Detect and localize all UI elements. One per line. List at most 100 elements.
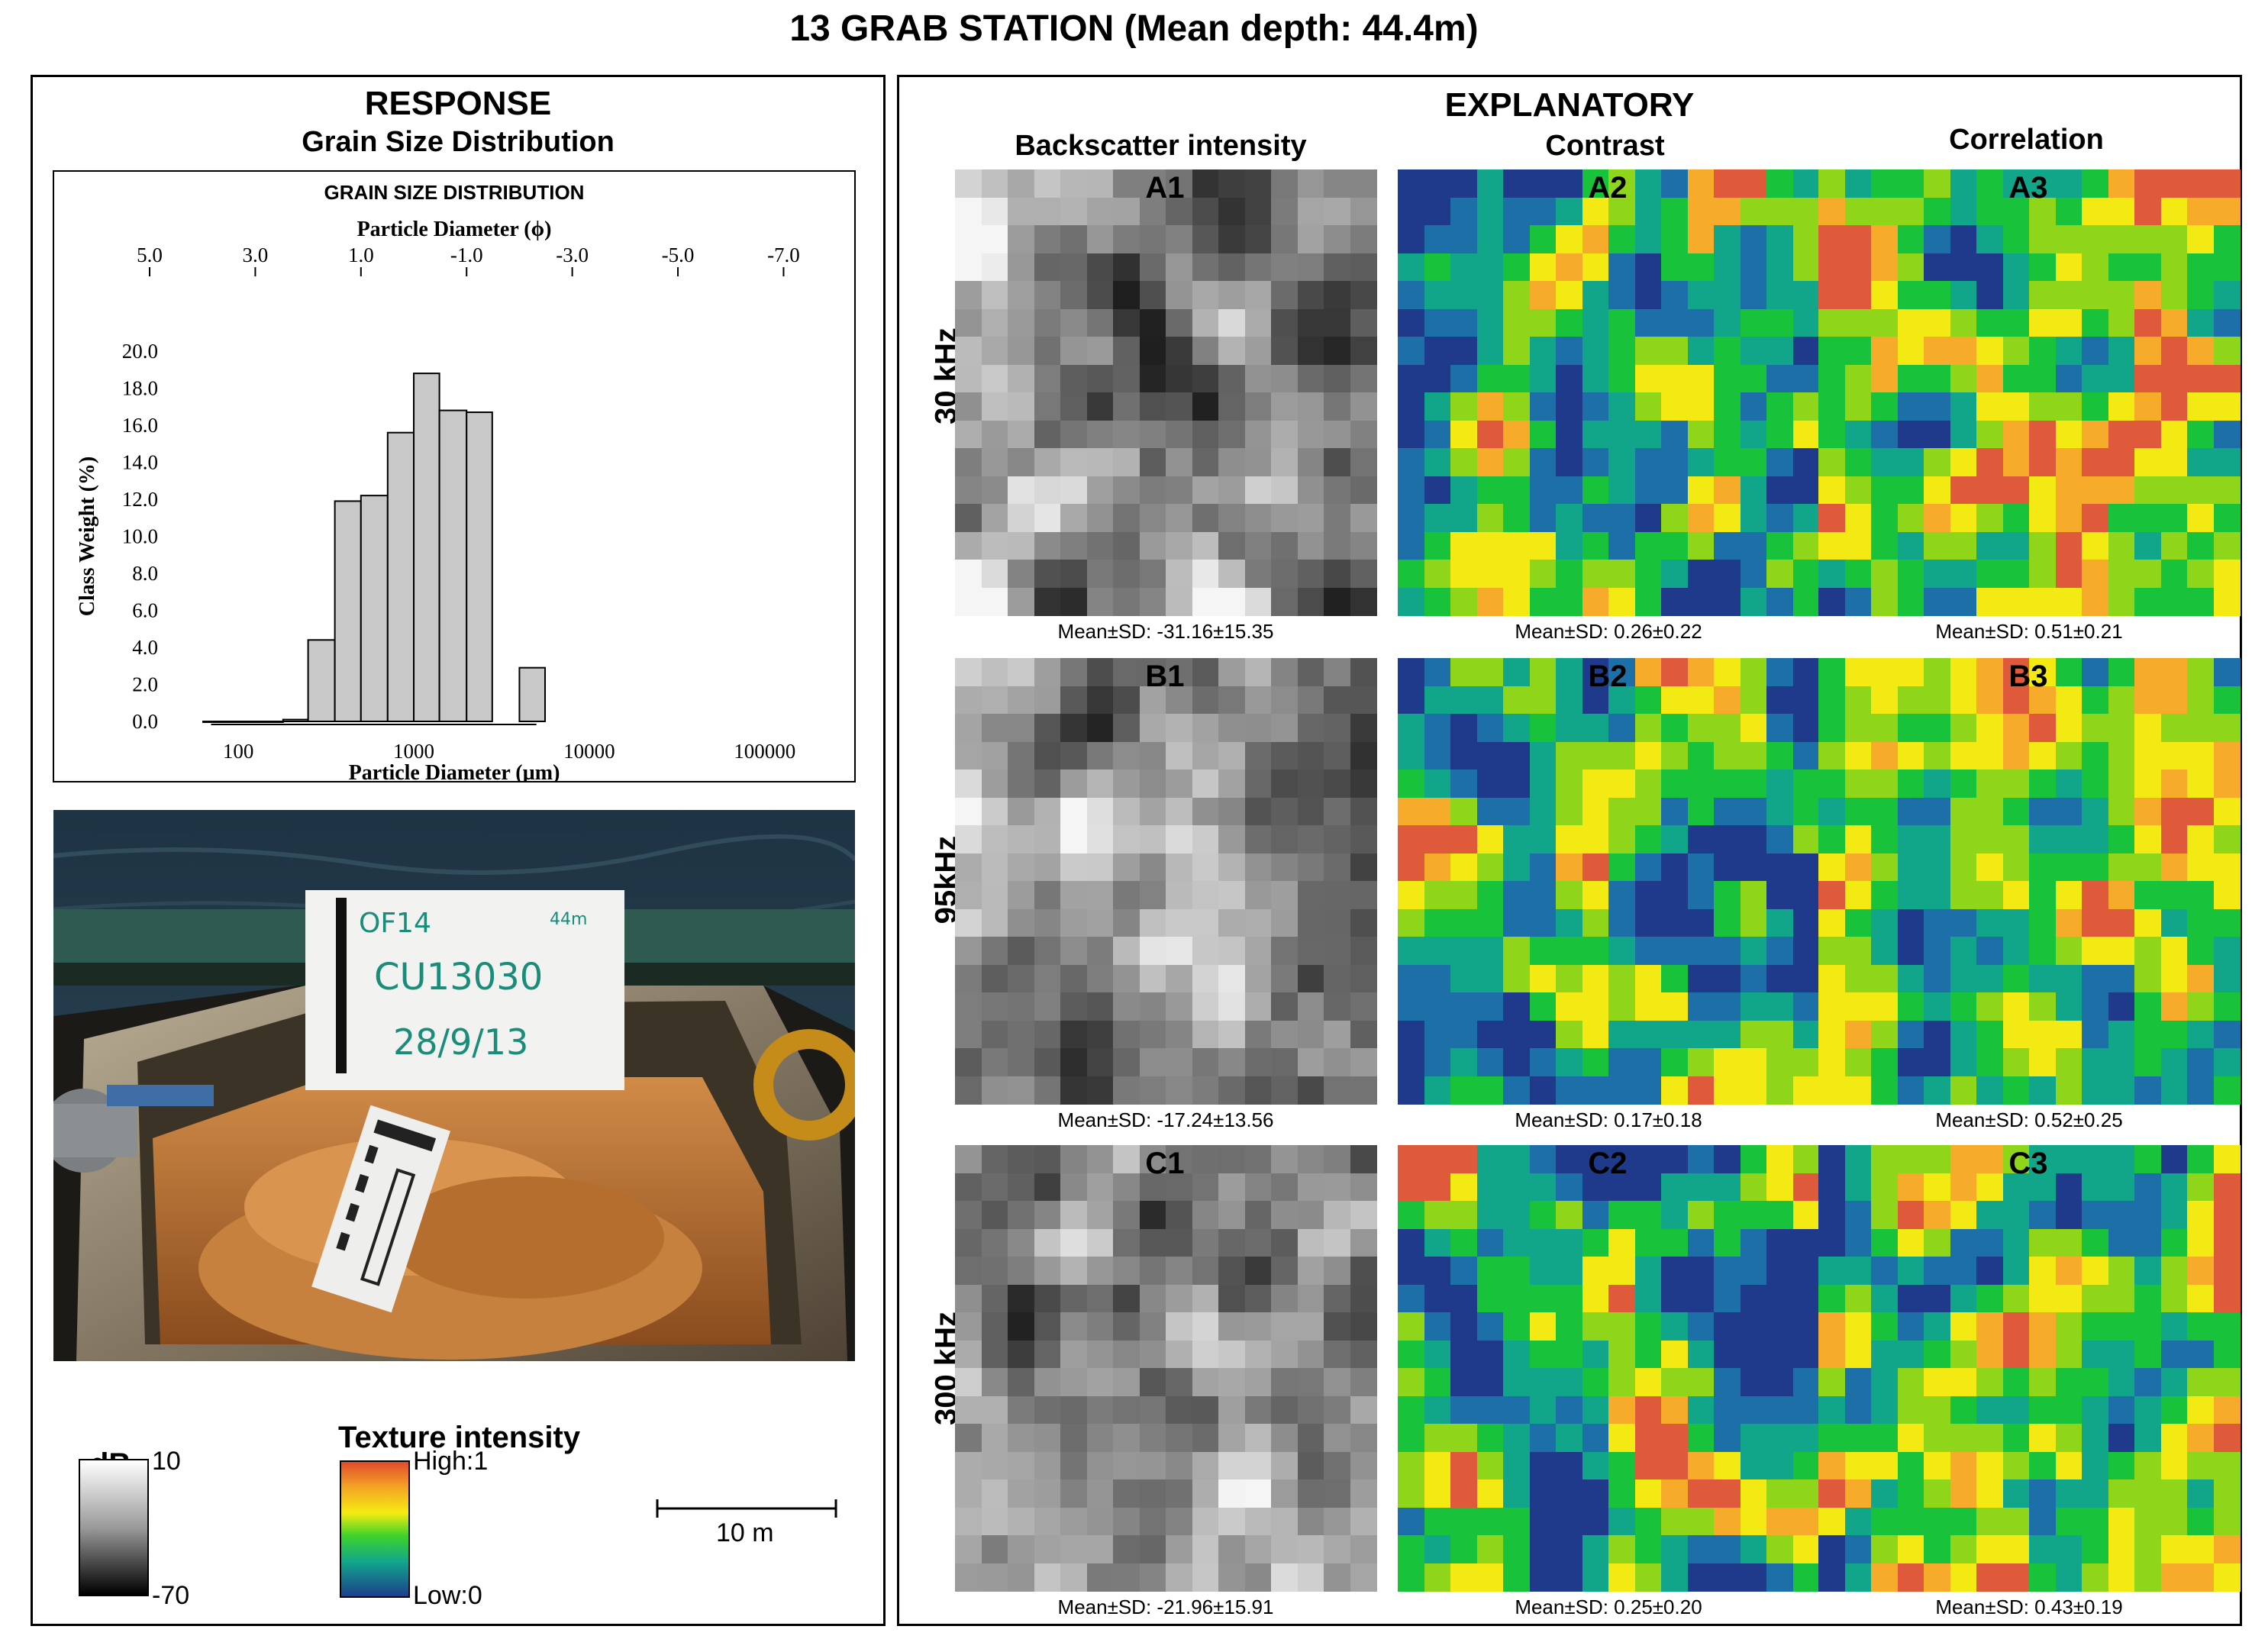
grid-cell (1950, 420, 1977, 449)
grid-cell (1608, 964, 1636, 993)
grid-cell (1766, 420, 1794, 449)
grid-cell (981, 225, 1008, 254)
grid-cell (2187, 1228, 2215, 1257)
grid-cell (1398, 504, 1425, 533)
grid-cell (1582, 1424, 1609, 1453)
grid-cell (1950, 908, 1977, 937)
grid-cell (1976, 1145, 2004, 1174)
grid-cell (1792, 337, 1820, 366)
grid-cell (1139, 476, 1166, 505)
grid-cell (1008, 253, 1035, 282)
grid-cell (1950, 281, 1977, 310)
grid-cell (1608, 308, 1636, 337)
grid-cell (1766, 169, 1794, 198)
grid-cell (981, 476, 1008, 505)
grid-cell (2055, 853, 2082, 882)
grid-cell (1244, 308, 1272, 337)
grid-cell (2134, 1340, 2162, 1369)
grid-cell (1897, 169, 1924, 198)
grid-cell (1324, 908, 1351, 937)
grid-cell (1766, 825, 1794, 854)
grid-cell (1687, 881, 1715, 910)
grid-cell (2160, 1145, 2188, 1174)
chart-title: GRAIN SIZE DISTRIBUTION (324, 181, 585, 204)
grid-cell (1297, 1020, 1324, 1049)
grid-cell (2029, 1284, 2057, 1313)
grid-cell (1582, 1173, 1609, 1202)
grid-cell (1060, 504, 1088, 533)
grid-cell (1324, 392, 1351, 421)
grid-cell (1766, 560, 1794, 589)
grid-cell (1271, 825, 1299, 854)
grid-cell (1008, 1173, 1035, 1202)
grid-cell (1582, 1451, 1609, 1480)
grid-cell (1008, 686, 1035, 715)
grid-cell (1844, 964, 1872, 993)
grid-cell (1608, 741, 1636, 770)
grid-cell (981, 937, 1008, 966)
texture-legend-low: Low:0 (413, 1581, 482, 1610)
grid-cell (981, 1563, 1008, 1592)
grid-cell (2213, 1479, 2241, 1508)
grid-cell (1398, 1535, 1425, 1564)
grid-cell (1924, 658, 1951, 687)
grid-cell (1398, 1145, 1425, 1174)
grid-cell (2029, 392, 2057, 421)
grid-cell (1976, 686, 2004, 715)
grid-cell (1324, 420, 1351, 449)
grid-cell (981, 1201, 1008, 1230)
grid-cell (1271, 225, 1299, 254)
grid-cell (1166, 337, 1193, 366)
grid-cell (2134, 964, 2162, 993)
grid-cell (2108, 825, 2135, 854)
histogram-bar (360, 495, 389, 722)
scale-bar (656, 1499, 837, 1518)
grid-cell (1792, 531, 1820, 560)
grid-cell (1192, 225, 1219, 254)
grid-cell (1634, 853, 1662, 882)
grid-cell (1297, 1284, 1324, 1313)
grid-cell (1350, 308, 1377, 337)
grid-cell (1976, 797, 2004, 826)
grid-cell (1844, 1424, 1872, 1453)
grid-cell (1582, 420, 1609, 449)
grid-cell (2002, 1340, 2030, 1369)
grid-cell (1324, 1535, 1351, 1564)
grid-cell (1139, 1535, 1166, 1564)
grid-cell (1218, 364, 1246, 393)
grid-cell (2160, 1228, 2188, 1257)
grid-cell (1297, 1257, 1324, 1286)
grid-cell (2187, 1535, 2215, 1564)
grid-cell (1924, 1507, 1951, 1536)
grid-cell (2029, 1479, 2057, 1508)
grid-cell (1634, 392, 1662, 421)
grid-cell (1450, 337, 1478, 366)
grid-cell (1192, 1563, 1219, 1592)
grid-cell (2082, 364, 2109, 393)
grid-cell (2213, 337, 2241, 366)
grid-cell (1113, 770, 1140, 799)
grid-cell (1608, 448, 1636, 477)
grid-cell (1818, 1048, 1846, 1077)
grid-cell (1244, 797, 1272, 826)
grid-cell (1740, 420, 1767, 449)
grid-cell (1166, 686, 1193, 715)
grid-cell (1924, 714, 1951, 743)
grid-cell (1871, 1284, 1899, 1313)
grid-cell (1871, 741, 1899, 770)
grid-cell (2213, 476, 2241, 505)
grid-cell (1113, 1228, 1140, 1257)
grid-cell (1766, 1340, 1794, 1369)
grid-cell (1634, 476, 1662, 505)
grid-cell (1792, 392, 1820, 421)
grid-cell (1398, 964, 1425, 993)
grid-cell (1924, 392, 1951, 421)
grid-cell (1350, 1340, 1377, 1369)
grid-cell (1139, 992, 1166, 1021)
grid-cell (1166, 364, 1193, 393)
grid-cell (2002, 853, 2030, 882)
grid-cell (2108, 476, 2135, 505)
grid-cell (1297, 1395, 1324, 1425)
grid-cell (1034, 937, 1061, 966)
grid-cell (1476, 853, 1504, 882)
